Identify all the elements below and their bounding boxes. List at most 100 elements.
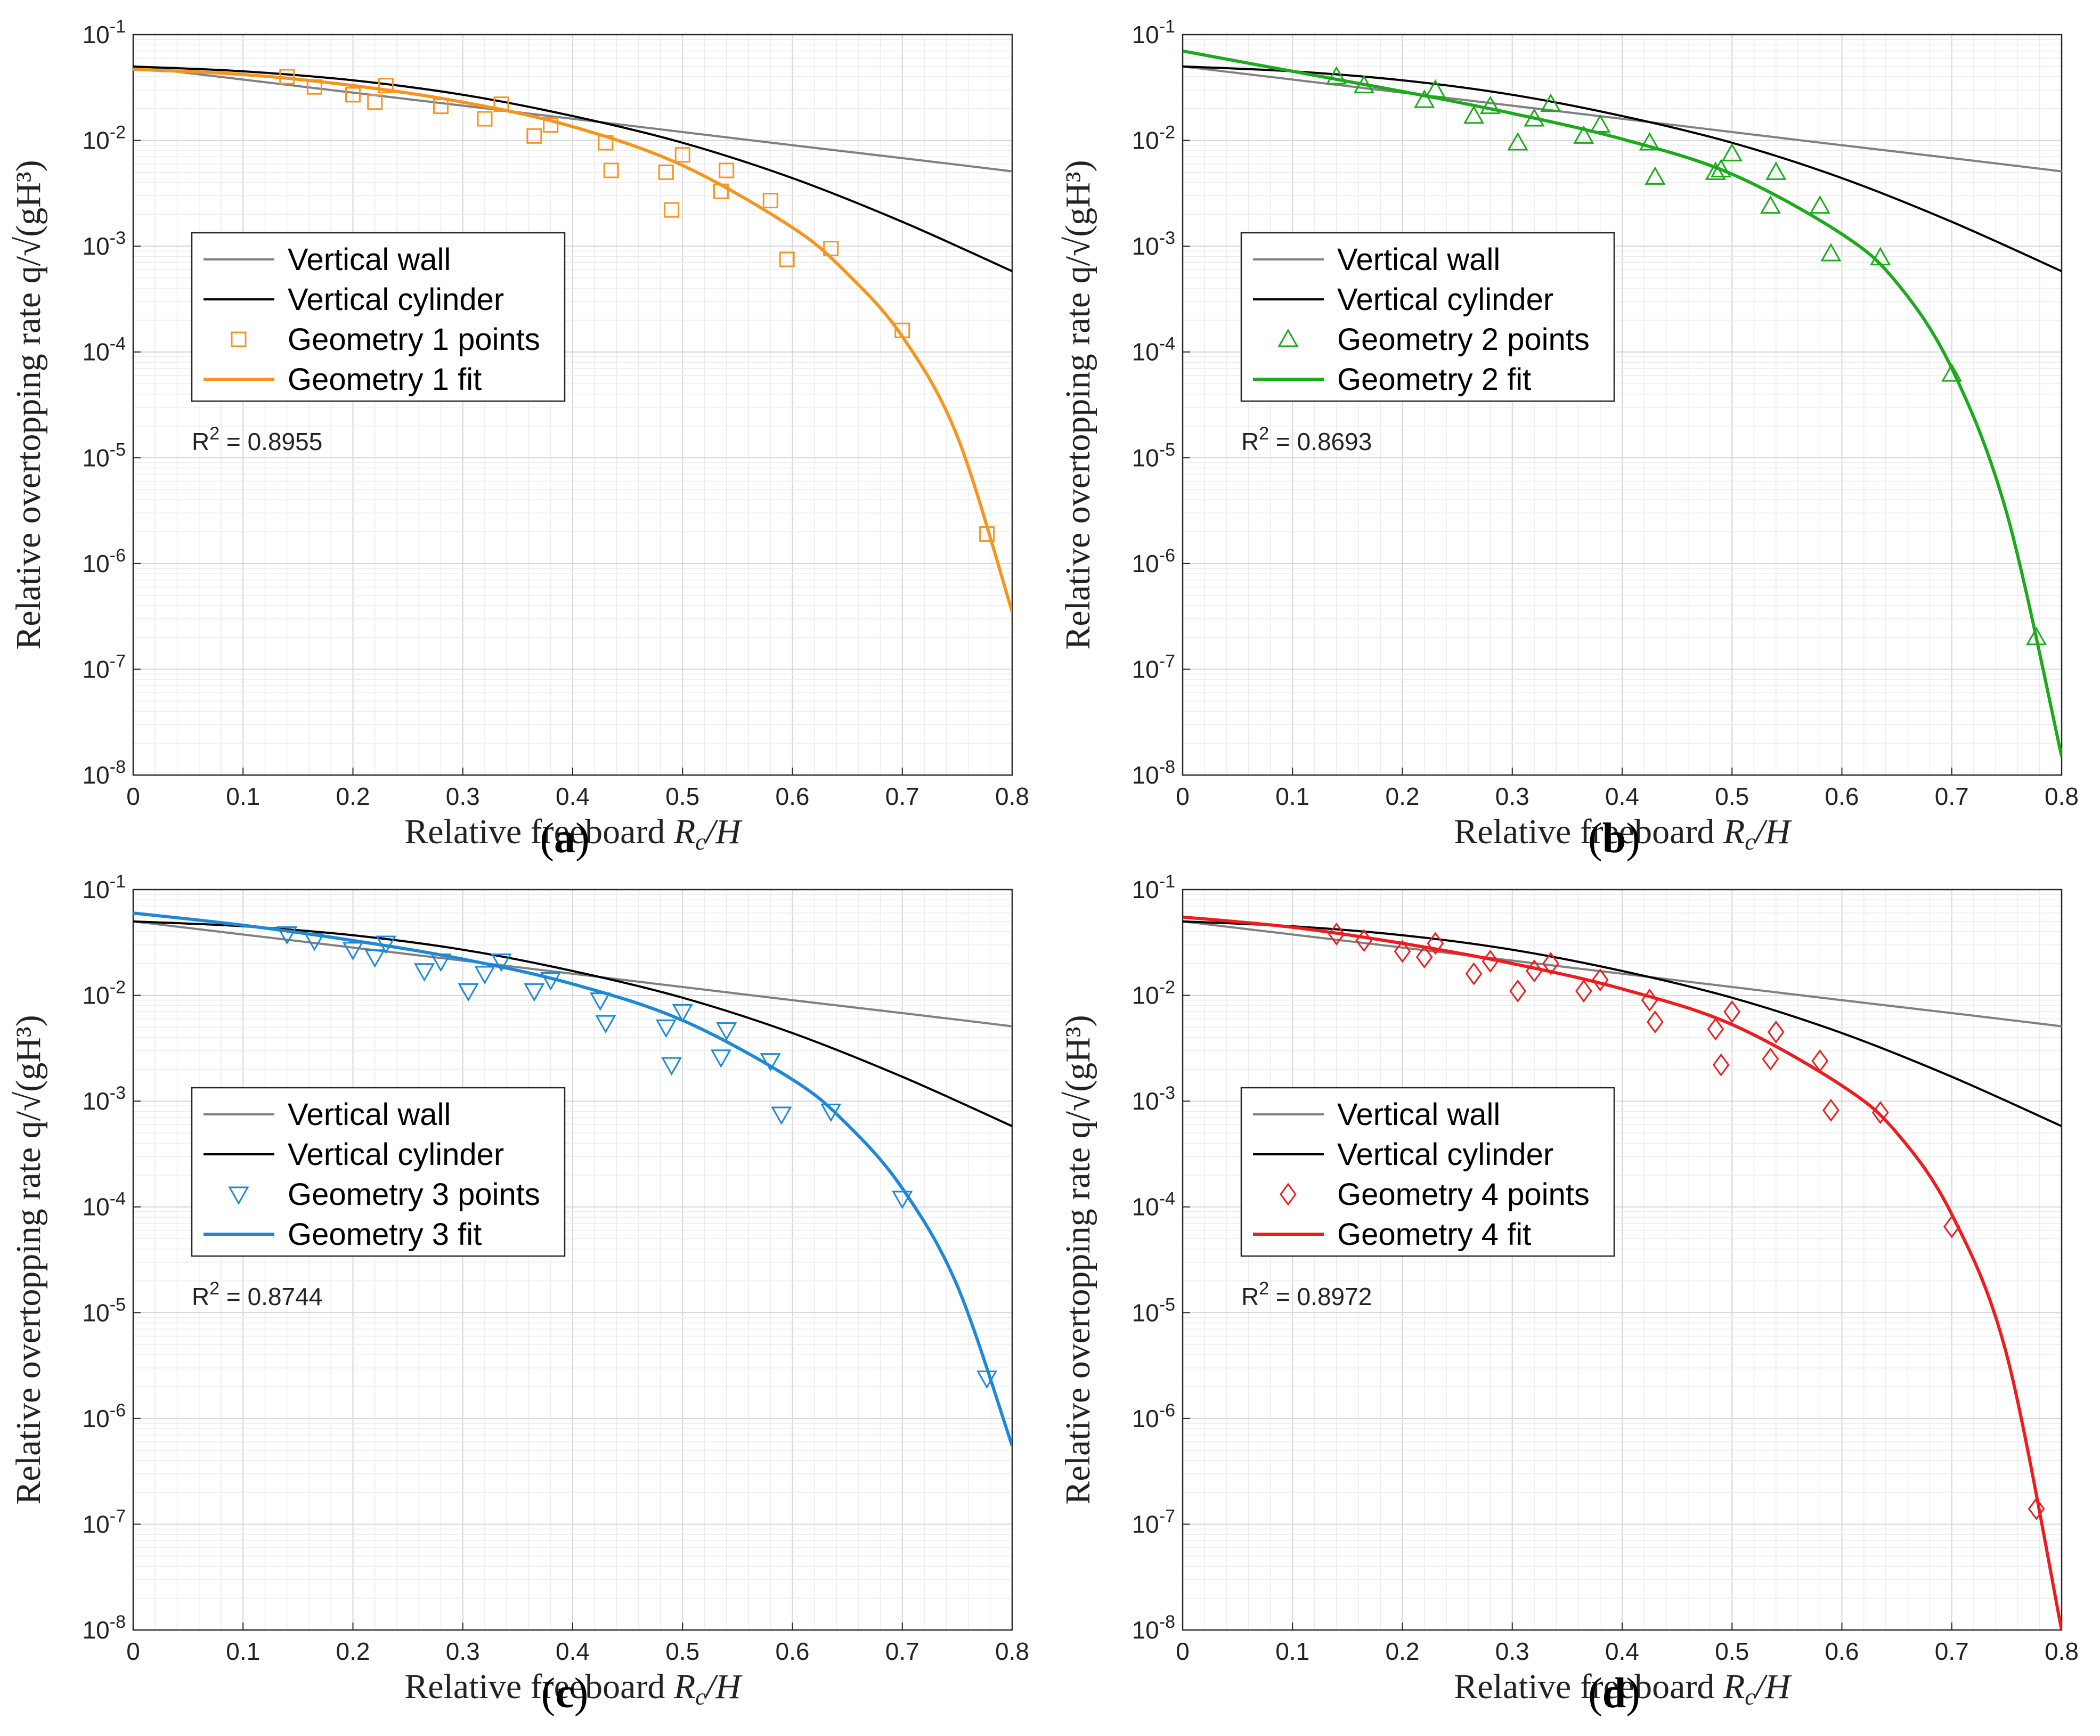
- grid: [133, 35, 1013, 776]
- x-tick-label: 0.4: [556, 783, 590, 810]
- data-point: [1573, 125, 1594, 144]
- data-point: [276, 926, 298, 945]
- data-point: [779, 251, 795, 267]
- data-point: [2028, 1497, 2045, 1520]
- data-point: [413, 963, 435, 982]
- panel-label: (c): [541, 1670, 589, 1717]
- y-tick-label: 10-4: [83, 1189, 126, 1221]
- data-point: [524, 983, 545, 1002]
- line-vertical-wall: [1183, 920, 2062, 1028]
- legend-label: Geometry 3 fit: [288, 1217, 482, 1252]
- x-tick-label: 0.3: [1495, 1637, 1529, 1665]
- line-vertical-cylinder: [133, 65, 1012, 272]
- series-layer: [133, 911, 1012, 1447]
- data-point: [1328, 922, 1345, 946]
- x-tick-label: 0.8: [2045, 783, 2079, 810]
- y-tick-label: 10-2: [83, 977, 126, 1009]
- x-tick-label: 0.2: [1386, 1637, 1420, 1665]
- legend-box: [191, 1087, 566, 1257]
- data-point: [1767, 1020, 1785, 1044]
- legend-label: Vertical cylinder: [1337, 1137, 1553, 1172]
- legend-marker: [228, 1186, 249, 1205]
- x-tick-label: 0.1: [1275, 783, 1309, 810]
- data-point: [658, 164, 674, 180]
- data-point: [762, 192, 778, 208]
- data-point: [771, 1106, 792, 1125]
- y-tick-label: 10-5: [1132, 439, 1175, 471]
- y-tick-label: 10-5: [83, 439, 126, 471]
- legend-label: Vertical cylinder: [288, 1137, 504, 1172]
- r-squared-annotation: R2 = 0.8744: [192, 1278, 322, 1310]
- series-layer: [133, 65, 1012, 613]
- data-point: [1723, 1000, 1741, 1023]
- data-point: [526, 128, 542, 144]
- legend-label: Geometry 1 fit: [288, 362, 482, 397]
- x-tick-label: 0.8: [995, 783, 1029, 810]
- data-point: [716, 1022, 737, 1041]
- scatter-geometry-4-points: [1328, 922, 2045, 1520]
- data-point: [1762, 1047, 1779, 1071]
- series-layer: [1183, 915, 2062, 1630]
- chart-panel-2: 0 0.1 0.2 0.3 0.4 0.5 0.6 0.7 0.8 10-8 10-7 10-6 10-…: [1059, 17, 2079, 862]
- y-tick-label: 10-6: [83, 1400, 126, 1432]
- y-tick-label: 10-2: [83, 123, 126, 154]
- data-point: [1765, 161, 1787, 180]
- data-point: [1427, 932, 1444, 955]
- x-tick-label: 0: [126, 783, 140, 810]
- data-point: [1705, 161, 1726, 180]
- y-tick-label: 10-8: [1132, 1612, 1175, 1644]
- x-tick-label: 0.7: [1935, 783, 1969, 810]
- y-tick-label: 10-3: [1132, 1083, 1175, 1115]
- legend-label: Vertical wall: [288, 1097, 451, 1132]
- x-tick-label: 0.4: [1605, 1637, 1639, 1665]
- line-geometry-2-fit: [1183, 49, 2062, 757]
- data-point: [603, 162, 619, 178]
- panel-label: (d): [1588, 1670, 1640, 1717]
- y-tick-label: 10-6: [83, 545, 126, 577]
- data-point: [458, 983, 479, 1002]
- data-point: [491, 953, 512, 972]
- data-point: [1394, 940, 1411, 963]
- x-tick-label: 0.1: [226, 1637, 260, 1665]
- y-tick-label: 10-6: [1132, 1400, 1175, 1432]
- r-squared-annotation: R2 = 0.8693: [1241, 423, 1372, 455]
- x-tick-label: 0.2: [1386, 783, 1420, 810]
- y-tick-label: 10-1: [1132, 871, 1175, 903]
- data-point: [1507, 132, 1528, 151]
- legend-label: Geometry 1 points: [288, 322, 540, 357]
- x-tick-label: 0.3: [446, 1637, 480, 1665]
- data-point: [595, 1015, 616, 1034]
- legend-label: Geometry 4 fit: [1337, 1217, 1531, 1252]
- data-point: [1645, 166, 1666, 185]
- data-point: [1326, 66, 1347, 85]
- legend-box: [191, 232, 566, 402]
- y-tick-label: 10-8: [1132, 757, 1175, 789]
- data-point: [1465, 962, 1483, 985]
- y-tick-label: 10-4: [1132, 1189, 1175, 1221]
- x-tick-label: 0.7: [885, 1637, 919, 1665]
- y-axis-label: Relative overtopping rate q/√(gH³): [1059, 160, 1097, 649]
- legend-box: [1240, 1087, 1615, 1257]
- legend-label: Geometry 2 points: [1337, 322, 1590, 357]
- x-tick-label: 0.4: [556, 1637, 590, 1665]
- y-tick-label: 10-2: [1132, 977, 1175, 1009]
- y-axis-label: Relative overtopping rate q/√(gH³): [9, 160, 48, 649]
- data-point: [1639, 132, 1661, 151]
- y-tick-label: 10-1: [83, 871, 126, 903]
- data-point: [710, 1049, 732, 1068]
- x-tick-label: 0.3: [446, 783, 480, 810]
- x-tick-label: 0.5: [1715, 1637, 1749, 1665]
- legend-marker: [231, 331, 247, 347]
- data-point: [342, 942, 364, 960]
- data-point: [1415, 946, 1433, 969]
- panel-label: (b): [1588, 815, 1640, 862]
- x-tick-label: 0.6: [776, 783, 810, 810]
- data-point: [661, 1057, 682, 1076]
- y-tick-label: 10-4: [83, 334, 126, 366]
- line-geometry-1-fit: [133, 68, 1012, 613]
- x-tick-label: 0: [1176, 1637, 1190, 1665]
- legend: Vertical wall Vertical cylinder Geometry 4…: [1240, 1087, 1615, 1257]
- data-point: [1575, 979, 1592, 1003]
- y-tick-label: 10-8: [83, 757, 126, 789]
- data-point: [1760, 195, 1781, 214]
